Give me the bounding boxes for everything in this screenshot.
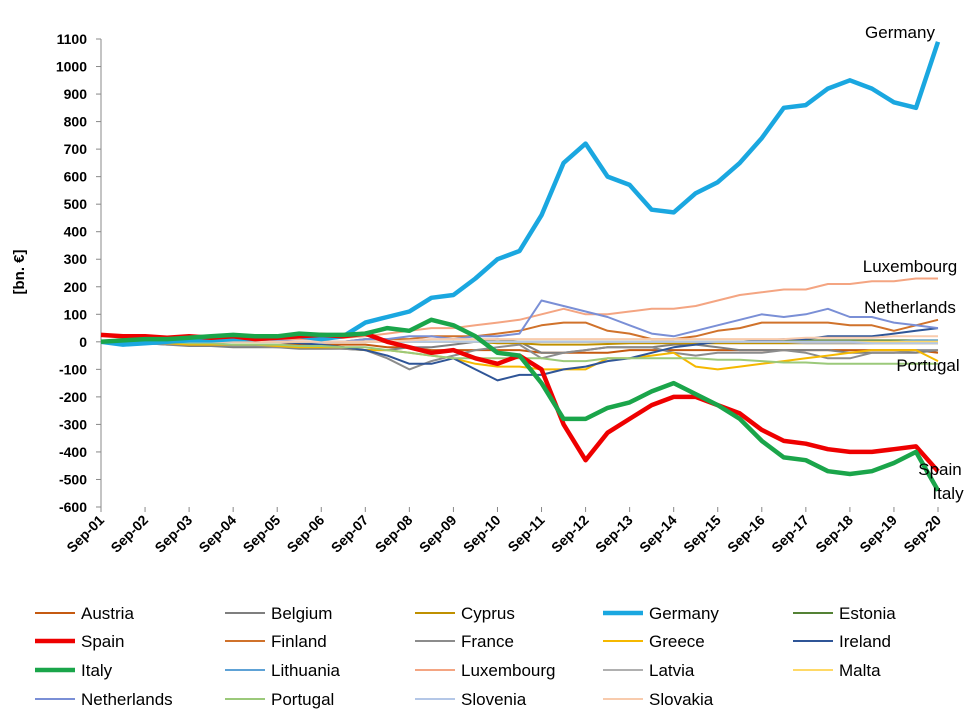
legend-label: Slovakia	[649, 690, 714, 709]
y-tick-label: 600	[64, 169, 88, 185]
y-tick-label: 500	[64, 196, 88, 212]
y-tick-label: 400	[64, 224, 88, 240]
y-tick-label: 200	[64, 279, 88, 295]
y-tick-label: 900	[64, 86, 88, 102]
legend-label: Finland	[271, 632, 327, 651]
legend-label: Belgium	[271, 604, 332, 623]
x-tick-label: Sep-07	[328, 512, 372, 556]
y-tick-label: 0	[79, 334, 87, 350]
y-tick-label: 800	[64, 114, 88, 130]
x-tick-label: Sep-15	[680, 512, 724, 556]
x-tick-label: Sep-12	[548, 512, 592, 556]
annotation: Portugal	[896, 356, 959, 375]
x-tick-label: Sep-17	[768, 512, 812, 556]
legend-label: France	[461, 632, 514, 651]
y-tick-label: 300	[64, 251, 88, 267]
y-tick-label: 100	[64, 306, 88, 322]
x-tick-label: Sep-13	[592, 512, 636, 556]
y-tick-label: 1000	[56, 59, 87, 75]
x-tick-label: Sep-08	[372, 512, 416, 556]
legend-label: Greece	[649, 632, 705, 651]
y-tick-label: -500	[59, 471, 87, 487]
y-tick-label: -200	[59, 389, 87, 405]
legend-label: Germany	[649, 604, 719, 623]
legend-label: Cyprus	[461, 604, 515, 623]
series-line	[100, 317, 940, 492]
series-line	[100, 340, 938, 371]
legend-label: Netherlands	[81, 690, 173, 709]
legend-label: Estonia	[839, 604, 896, 623]
x-tick-label: Sep-03	[151, 512, 195, 556]
x-tick-label: Sep-02	[107, 512, 151, 556]
legend-label: Luxembourg	[461, 661, 556, 680]
annotation: Italy	[932, 484, 964, 503]
series-line	[101, 335, 938, 343]
x-tick-label: Sep-14	[636, 512, 680, 556]
x-tick-label: Sep-06	[284, 512, 328, 556]
annotation: Germany	[865, 23, 935, 42]
legend-label: Malta	[839, 661, 881, 680]
legend-label: Ireland	[839, 632, 891, 651]
x-tick-label: Sep-04	[195, 512, 239, 556]
x-tick-label: Sep-16	[724, 512, 768, 556]
x-tick-label: Sep-11	[504, 512, 547, 555]
x-tick-label: Sep-18	[812, 512, 856, 556]
y-tick-label: 700	[64, 141, 88, 157]
x-tick-label: Sep-20	[900, 512, 944, 556]
y-tick-label: -100	[59, 361, 87, 377]
legend-label: Austria	[81, 604, 134, 623]
y-tick-label: 1100	[57, 31, 88, 47]
annotation: Spain	[918, 460, 961, 479]
x-tick-label: Sep-10	[460, 512, 504, 556]
annotation: Luxembourg	[863, 257, 958, 276]
y-axis-label: [bn. €]	[11, 250, 28, 295]
x-tick-label: Sep-19	[856, 512, 900, 556]
legend-label: Portugal	[271, 690, 334, 709]
legend-label: Italy	[81, 661, 113, 680]
y-tick-label: -300	[59, 416, 87, 432]
legend-label: Slovenia	[461, 690, 527, 709]
legend-label: Latvia	[649, 661, 695, 680]
y-tick-label: -400	[59, 444, 87, 460]
legend-label: Lithuania	[271, 661, 341, 680]
annotation: Netherlands	[864, 298, 956, 317]
x-tick-label: Sep-05	[240, 512, 284, 556]
x-tick-label: Sep-01	[63, 512, 107, 556]
x-tick-label: Sep-09	[416, 512, 460, 556]
series-line	[100, 41, 941, 347]
legend-label: Spain	[81, 632, 124, 651]
y-tick-label: -600	[59, 499, 87, 515]
